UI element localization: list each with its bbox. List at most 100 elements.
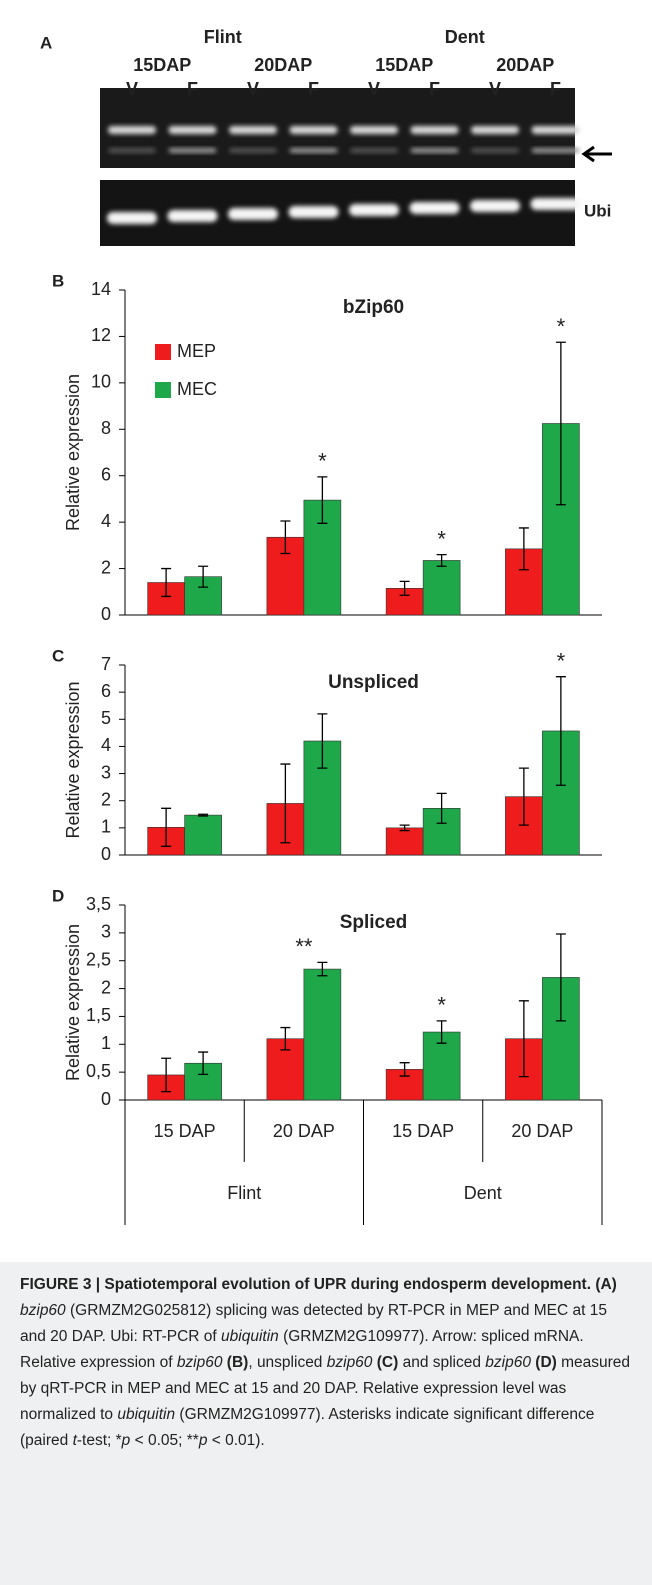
panel-letter: B [52, 271, 64, 290]
bar [303, 968, 342, 1101]
error-bar [436, 553, 447, 567]
y-tick-label: 7 [101, 654, 111, 674]
error-bar [399, 824, 410, 832]
lane-label: V [489, 79, 501, 99]
error-bar [280, 1026, 291, 1051]
stage-label: 15DAP [133, 55, 191, 75]
significance: * [318, 449, 327, 474]
stage-label: 20DAP [254, 55, 312, 75]
chart-title: Spliced [340, 912, 408, 933]
band [409, 202, 460, 214]
caption-run: bzip60 [485, 1354, 531, 1371]
caption-run: < 0.05; ** [130, 1432, 199, 1449]
significance: * [557, 648, 566, 673]
band [531, 126, 580, 134]
y-axis-label: Relative expression [63, 374, 83, 531]
y-axis-label: Relative expression [63, 924, 83, 1081]
caption-run: and spliced [398, 1354, 486, 1371]
caption-run: (A) [595, 1276, 617, 1293]
band [168, 148, 217, 153]
lane-label: V [368, 79, 380, 99]
error-bar [198, 565, 209, 588]
y-tick-label: 12 [91, 325, 111, 345]
x-tick-label: 15 DAP [392, 1121, 454, 1141]
bar [385, 827, 424, 856]
error-bar [161, 1057, 172, 1093]
y-tick-label: 6 [101, 464, 111, 484]
band [288, 206, 339, 218]
error-bar [518, 767, 529, 826]
y-tick-label: 4 [101, 511, 111, 531]
band [530, 198, 581, 210]
caption-run: bzip60 [20, 1302, 66, 1319]
band [107, 212, 157, 224]
significance: * [437, 526, 446, 551]
arrow [581, 145, 612, 163]
lane-label: F [308, 79, 319, 99]
caption-run: -test; * [76, 1432, 122, 1449]
bar [184, 814, 222, 856]
lane-label: V [247, 79, 259, 99]
error-bar [555, 341, 566, 506]
y-axis-label: Relative expression [63, 681, 83, 838]
x-tick-label: 20 DAP [273, 1121, 335, 1141]
lane-label: V [126, 79, 138, 99]
error-bar [399, 580, 410, 596]
legend-label: MEC [177, 379, 217, 399]
group-label: Flint [227, 1183, 261, 1203]
chart-title: bZip60 [343, 297, 404, 318]
band [471, 148, 519, 153]
band [228, 208, 278, 220]
loading-label: Ubi [584, 201, 611, 220]
band [289, 126, 338, 134]
legend-swatch [155, 382, 171, 398]
band [108, 126, 156, 134]
error-bar [317, 713, 328, 769]
caption-run: (D) [530, 1354, 557, 1371]
y-tick-label: 14 [91, 279, 111, 299]
group-label: Flint [204, 27, 242, 47]
error-bar [436, 792, 447, 824]
lane-label: F [550, 79, 561, 99]
y-tick-label: 0,5 [86, 1061, 111, 1081]
caption-run: ubiquitin [117, 1406, 176, 1423]
band [108, 148, 156, 153]
lane-label: F [187, 79, 198, 99]
caption-run: measured by qRT-PCR in MEP and MEC at 15… [20, 1354, 631, 1423]
error-bar [161, 807, 172, 847]
significance: ** [295, 934, 313, 959]
stage-label: 20DAP [496, 55, 554, 75]
error-bar [280, 520, 291, 555]
caption-run: bzip60 [326, 1354, 373, 1371]
band [350, 148, 398, 153]
band [168, 126, 217, 134]
y-tick-label: 8 [101, 418, 111, 438]
caption-run: t [72, 1432, 77, 1449]
error-bar [555, 933, 566, 1022]
y-tick-label: 1 [101, 817, 111, 837]
x-tick-label: 15 DAP [154, 1121, 216, 1141]
caption-run: bzip60 [176, 1354, 223, 1371]
caption-run: (B) [222, 1354, 249, 1371]
error-bar [317, 476, 328, 524]
lane-label: F [429, 79, 440, 99]
y-tick-label: 3,5 [86, 894, 111, 914]
error-bar [161, 567, 172, 598]
error-bar [518, 1000, 529, 1078]
caption-run: , unspliced [248, 1354, 327, 1371]
error-bar [555, 676, 566, 786]
legend-label: MEP [177, 341, 216, 361]
figure: A Flint Dent 15DAP 20DAP 15DAP 20DAP V F V F V F V F Ub… [40, 26, 612, 1225]
band [410, 148, 459, 153]
caption-run: p [121, 1432, 131, 1449]
chart-title: Unspliced [328, 672, 419, 693]
y-tick-label: 2 [101, 789, 111, 809]
y-tick-label: 2 [101, 557, 111, 577]
y-tick-label: 4 [101, 735, 111, 755]
caption: FIGURE 3 | Spatiotemporal evolution of U… [0, 1262, 652, 1585]
band [470, 200, 520, 212]
error-bar [280, 763, 291, 844]
y-tick-label: 2 [101, 977, 111, 997]
caption-run: (GRMZM2G109977). Asterisks indicate sign… [20, 1406, 595, 1449]
